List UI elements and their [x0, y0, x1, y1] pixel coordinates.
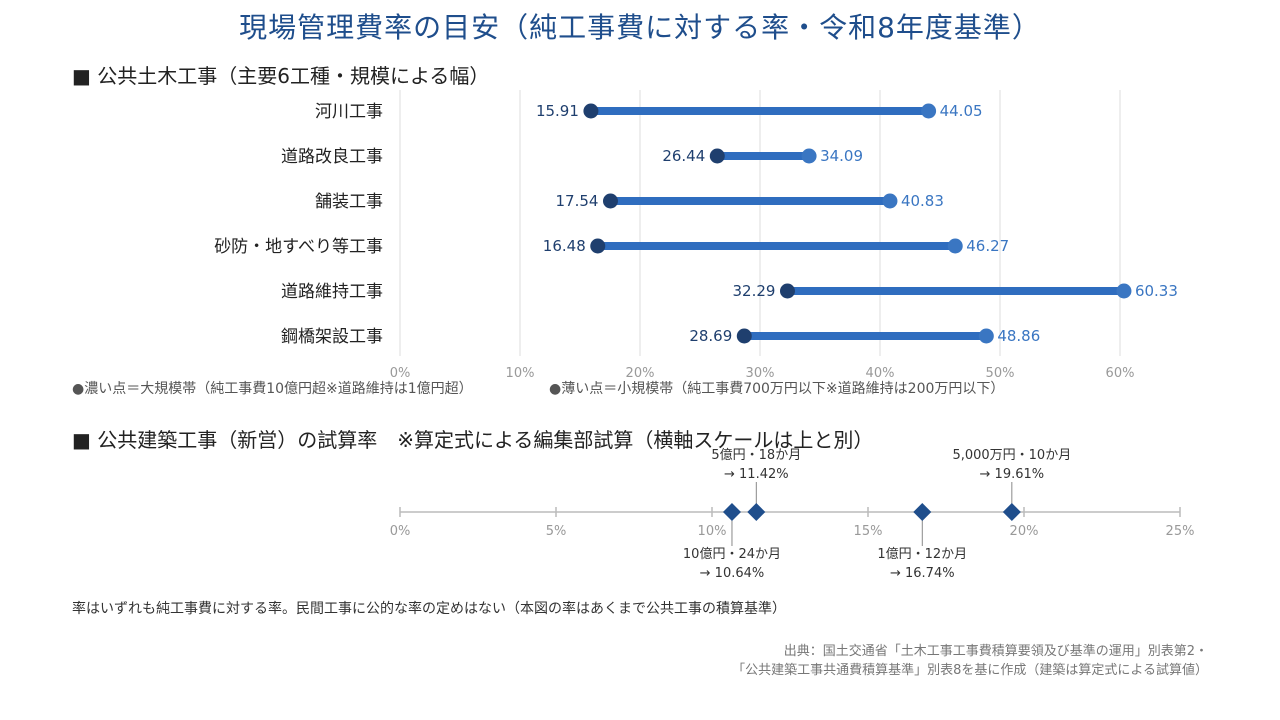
- category-label: 河川工事: [315, 102, 383, 122]
- category-label: 道路維持工事: [281, 282, 383, 302]
- large-scale-point: [709, 148, 725, 164]
- small-scale-point: [978, 328, 994, 344]
- source-credit: 出典：国土交通省「土木工事工事費積算要領及び基準の運用」別表第2・ 「公共建築工…: [508, 642, 1208, 680]
- small-scale-value-label: 34.09: [820, 147, 863, 165]
- rate-diamond-marker: [913, 503, 932, 521]
- small-scale-point: [1116, 283, 1132, 299]
- x-tick-label: 25%: [1166, 524, 1195, 539]
- x-tick-label: 40%: [866, 366, 895, 381]
- small-scale-value-label: 60.33: [1135, 282, 1178, 300]
- point-annotation: 5,000万円・10か月: [952, 448, 1071, 463]
- source-line-2: 「公共建築工事共通費積算基準」別表8を基に作成（建築は算定式による試算値）: [732, 663, 1208, 678]
- large-scale-value-label: 17.54: [556, 192, 599, 210]
- large-scale-value-label: 15.91: [536, 102, 579, 120]
- small-scale-value-label: 46.27: [966, 237, 1009, 255]
- x-tick-label: 20%: [1010, 524, 1039, 539]
- building-section-heading: ■ 公共建築工事（新営）の試算率 ※算定式による編集部試算（横軸スケールは上と別…: [72, 428, 874, 452]
- x-tick-label: 30%: [746, 366, 775, 381]
- large-scale-point: [736, 328, 752, 344]
- rate-diamond-marker: [747, 503, 766, 521]
- small-scale-value-label: 48.86: [997, 327, 1040, 345]
- building-scatter-chart: 0% 5% 10% 15% 20% 25% 10億円・24か月 → 10.64% 5億円・18か…: [390, 447, 1195, 581]
- civil-dumbbell-chart: 0% 10% 20% 30% 40% 50% 60% 河川工事 15.91 44.05 道路改良工事…: [214, 90, 1178, 381]
- legend-light-point: ●薄い点＝小規模帯（純工事費700万円以下※道路維持は200万円以下）: [549, 381, 1005, 397]
- x-tick-label: 0%: [390, 366, 411, 381]
- large-scale-point: [602, 193, 618, 209]
- rate-diamond-marker: [1002, 503, 1021, 521]
- small-scale-point: [801, 148, 817, 164]
- category-label: 舗装工事: [315, 192, 383, 212]
- x-tick-label: 15%: [854, 524, 883, 539]
- category-label: 鋼橋架設工事: [281, 327, 383, 347]
- point-value-annotation: → 19.61%: [980, 467, 1045, 482]
- source-line-1: 出典：国土交通省「土木工事工事費積算要領及び基準の運用」別表第2・: [783, 644, 1208, 659]
- x-tick-label: 60%: [1106, 366, 1135, 381]
- x-tick-label: 10%: [698, 524, 727, 539]
- large-scale-value-label: 28.69: [689, 327, 732, 345]
- small-scale-value-label: 44.05: [940, 102, 983, 120]
- small-scale-point: [882, 193, 898, 209]
- large-scale-point: [779, 283, 795, 299]
- point-annotation: 1億円・12か月: [877, 546, 967, 562]
- category-label: 砂防・地すべり等工事: [214, 237, 383, 257]
- x-tick-label: 10%: [506, 366, 535, 381]
- large-scale-value-label: 26.44: [662, 147, 705, 165]
- large-scale-point: [583, 103, 599, 119]
- x-tick-label: 50%: [986, 366, 1015, 381]
- small-scale-point: [921, 103, 937, 119]
- x-tick-label: 5%: [546, 524, 567, 539]
- point-annotation: 5億円・18か月: [711, 447, 801, 463]
- chart-title: 現場管理費率の目安（純工事費に対する率・令和8年度基準）: [239, 11, 1041, 44]
- large-scale-value-label: 16.48: [543, 237, 586, 255]
- small-scale-point: [947, 238, 963, 254]
- point-value-annotation: → 10.64%: [700, 566, 765, 581]
- footnote: 率はいずれも純工事費に対する率。民間工事に公的な率の定めはない（本図の率はあくま…: [72, 601, 786, 617]
- civil-section-heading: ■ 公共土木工事（主要6工種・規模による幅）: [72, 64, 490, 88]
- legend-dark-point: ●濃い点＝大規模帯（純工事費10億円超※道路維持は1億円超）: [72, 381, 473, 397]
- large-scale-point: [590, 238, 606, 254]
- small-scale-value-label: 40.83: [901, 192, 944, 210]
- point-value-annotation: → 11.42%: [724, 467, 789, 482]
- x-tick-label: 20%: [626, 366, 655, 381]
- point-annotation: 10億円・24か月: [683, 546, 781, 562]
- point-value-annotation: → 16.74%: [890, 566, 955, 581]
- rate-diamond-marker: [722, 503, 741, 521]
- large-scale-value-label: 32.29: [733, 282, 776, 300]
- category-label: 道路改良工事: [281, 147, 383, 167]
- x-tick-label: 0%: [390, 524, 411, 539]
